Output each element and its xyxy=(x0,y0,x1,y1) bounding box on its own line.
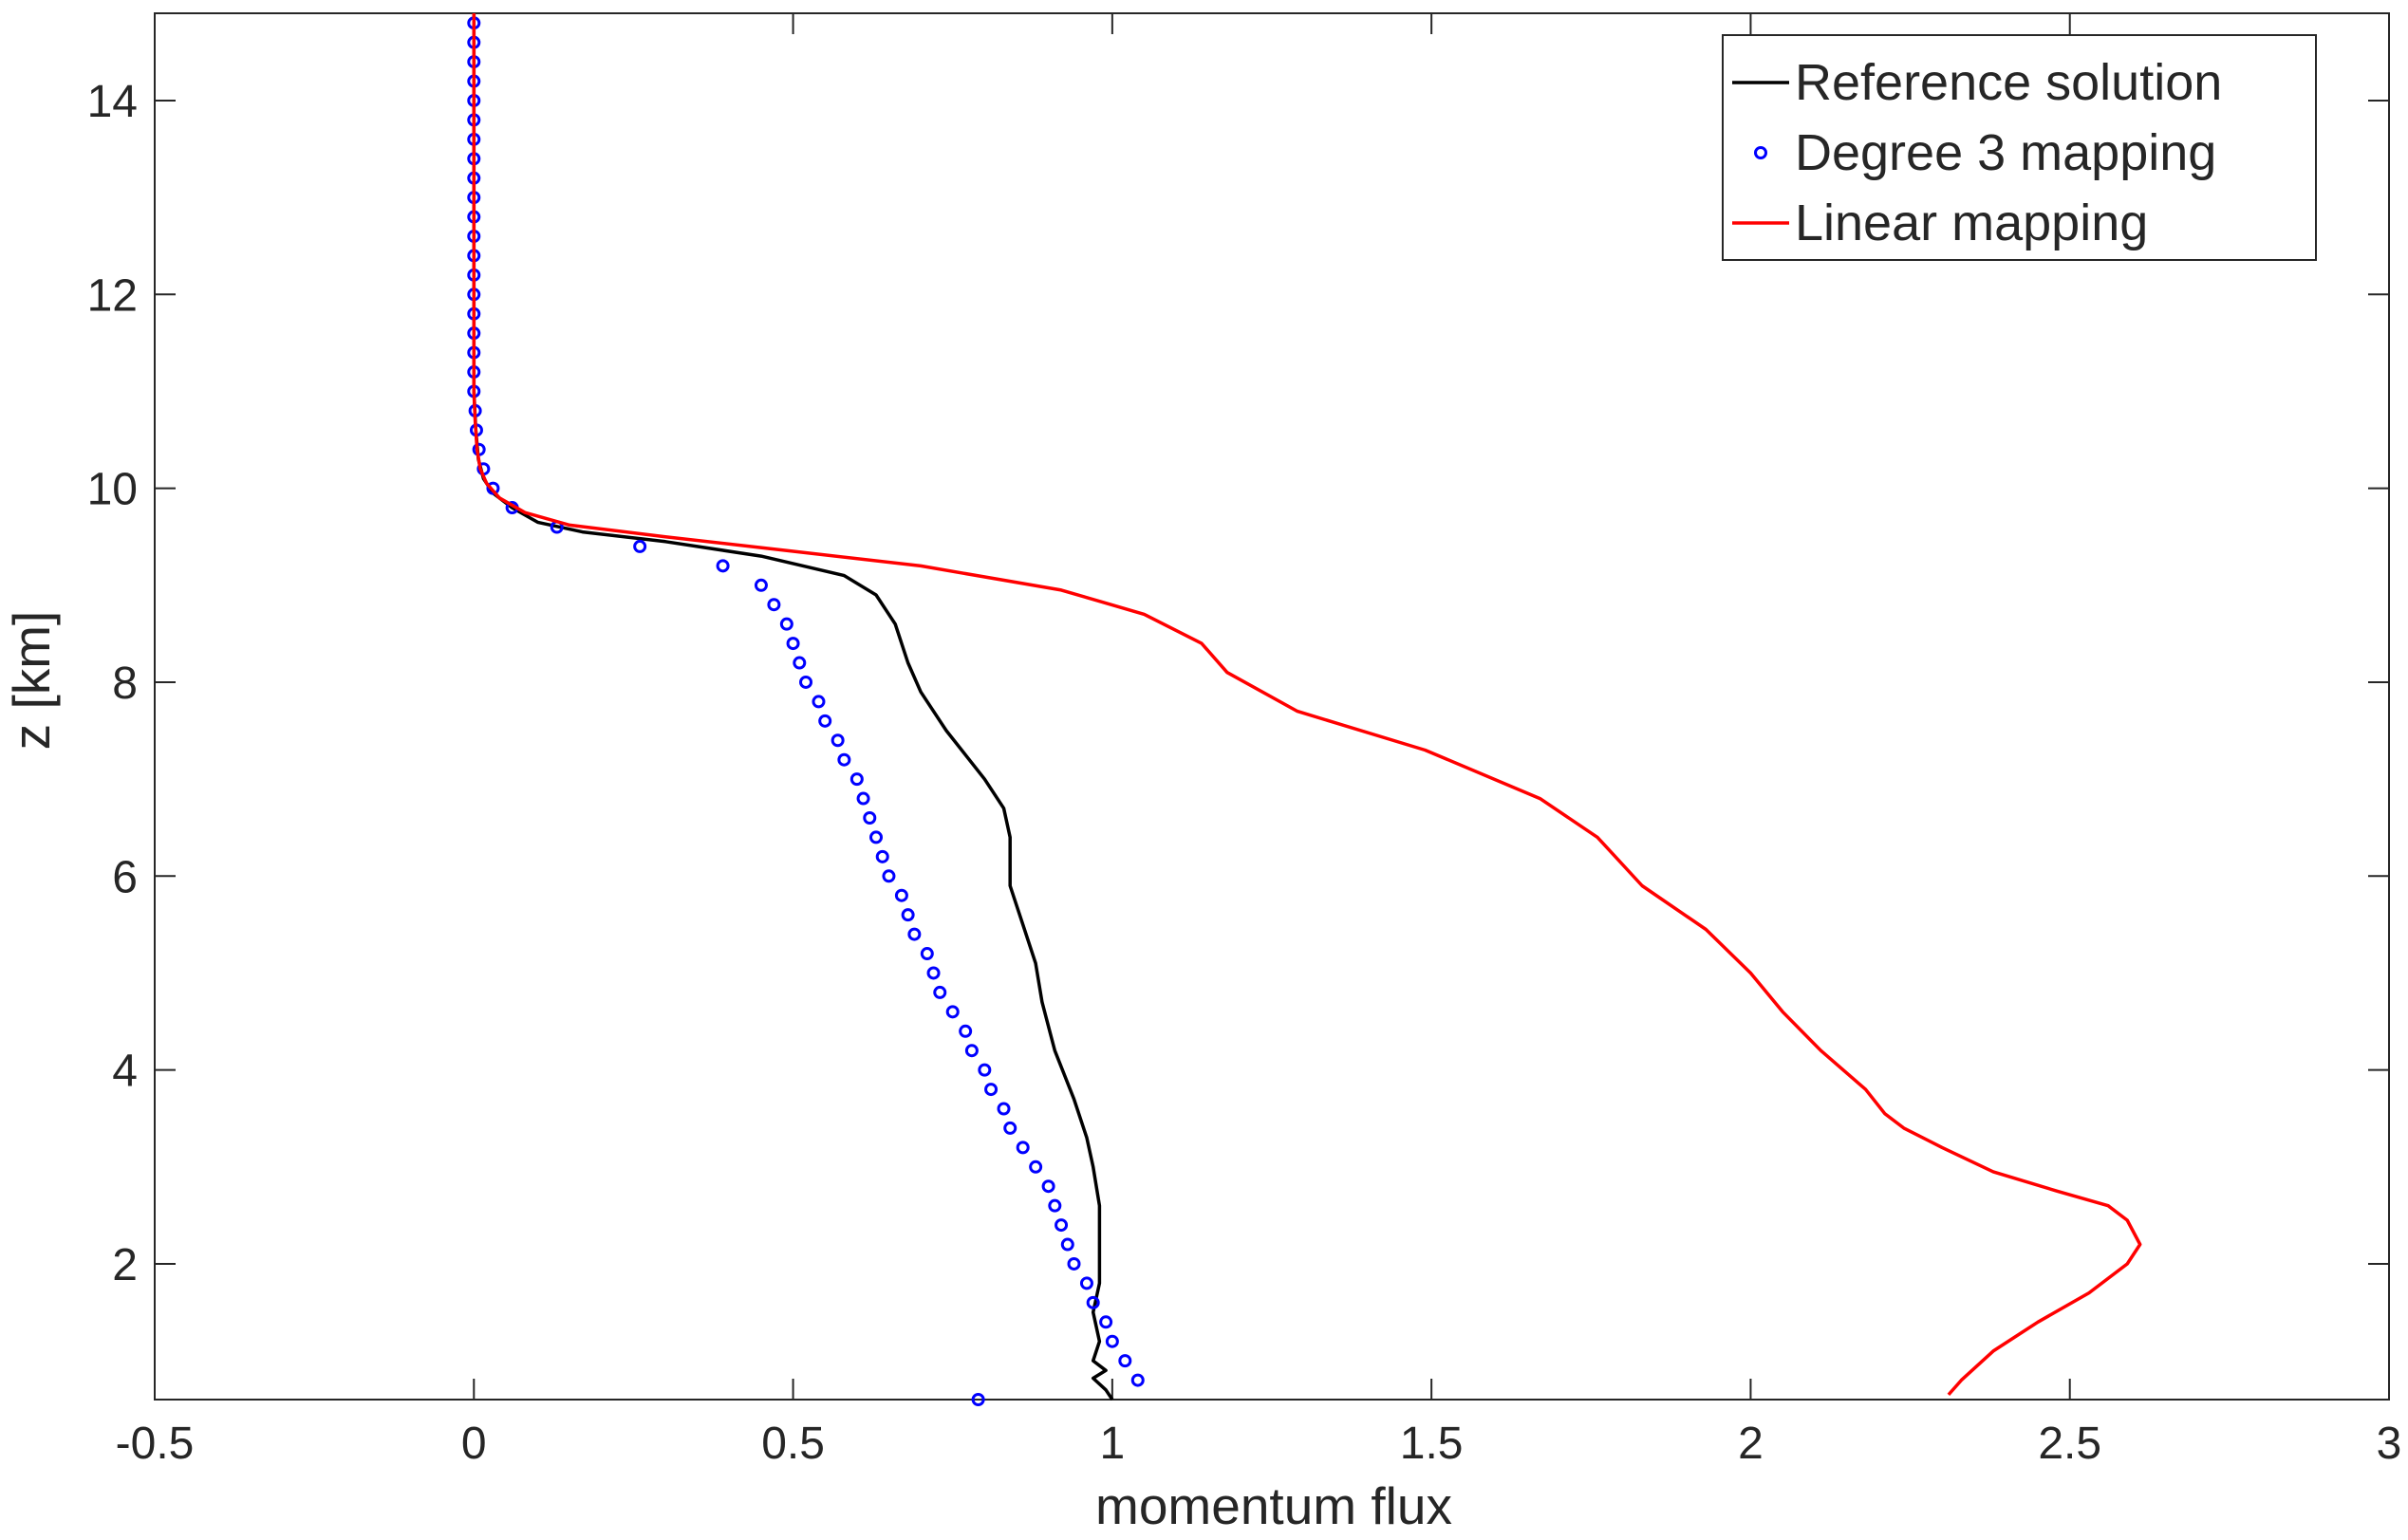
degree-3-mapping-marker xyxy=(894,888,908,902)
degree-3-mapping-marker xyxy=(1041,1179,1055,1194)
x-tick-label: 2 xyxy=(1738,1419,1764,1469)
degree-3-mapping-marker xyxy=(1060,1237,1074,1252)
degree-3-mapping-marker xyxy=(1130,1373,1145,1387)
legend-swatch-degree-3-mapping xyxy=(1754,146,1767,159)
degree-3-mapping-marker xyxy=(716,559,730,573)
degree-3-mapping-marker xyxy=(1016,1141,1030,1155)
degree-3-mapping-marker xyxy=(971,1393,985,1406)
degree-3-mapping-marker xyxy=(1029,1160,1043,1174)
degree-3-mapping-marker xyxy=(1099,1315,1113,1329)
degree-3-mapping-marker xyxy=(849,772,864,787)
x-tick-label: 0.5 xyxy=(761,1419,825,1469)
plot-area-frame xyxy=(154,12,2390,1401)
y-axis-label: z [km] xyxy=(2,611,61,751)
degree-3-mapping-marker xyxy=(933,985,947,999)
x-axis-label: momentum flux xyxy=(1095,1476,1452,1535)
degree-3-mapping-marker xyxy=(1003,1121,1017,1135)
x-tick-label: 1.5 xyxy=(1400,1419,1464,1469)
degree-3-mapping-marker xyxy=(1055,1218,1069,1233)
degree-3-mapping-marker xyxy=(920,947,934,961)
degree-3-mapping-marker xyxy=(882,869,896,883)
degree-3-mapping-marker xyxy=(869,830,884,844)
x-tick-label: 1 xyxy=(1100,1419,1126,1469)
degree-3-mapping-marker xyxy=(633,539,647,553)
degree-3-mapping-marker xyxy=(997,1102,1011,1116)
degree-3-mapping-marker xyxy=(863,810,877,825)
degree-3-mapping-marker xyxy=(812,695,826,709)
degree-3-mapping-marker xyxy=(767,598,781,612)
legend: Reference solution Degree 3 mapping Linear… xyxy=(1722,34,2317,261)
degree-3-mapping-marker xyxy=(1079,1276,1093,1290)
legend-label-linear-mapping: Linear mapping xyxy=(1795,195,2148,251)
legend-label-degree-3-mapping: Degree 3 mapping xyxy=(1795,124,2216,181)
x-tick-label: 0 xyxy=(461,1419,487,1469)
y-tick-label: 6 xyxy=(112,852,138,902)
degree-3-mapping-marker xyxy=(1105,1334,1119,1348)
degree-3-mapping-marker xyxy=(945,1005,960,1019)
degree-3-mapping-marker xyxy=(964,1044,979,1058)
y-tick-label: 4 xyxy=(112,1047,138,1097)
x-tick-label: 3 xyxy=(2377,1419,2402,1469)
linear-mapping-line xyxy=(472,13,2142,1397)
degree-3-mapping-marker xyxy=(1086,1295,1100,1309)
degree-3-mapping-marker xyxy=(856,791,870,806)
degree-3-mapping-marker xyxy=(959,1024,973,1038)
degree-3-mapping-marker xyxy=(799,675,813,689)
degree-3-mapping-marker xyxy=(486,481,500,495)
y-tick-label: 10 xyxy=(87,465,138,515)
degree-3-mapping-marker xyxy=(984,1083,999,1097)
y-tick-label: 14 xyxy=(87,77,138,127)
degree-3-mapping-marker xyxy=(786,637,800,651)
degree-3-mapping-marker xyxy=(754,578,768,592)
degree-3-mapping-marker xyxy=(779,617,793,631)
degree-3-mapping-marker xyxy=(1048,1198,1062,1213)
legend-box xyxy=(1722,34,2317,261)
degree-3-mapping-marker xyxy=(1118,1354,1132,1368)
x-tick-label: 2.5 xyxy=(2038,1419,2101,1469)
axes: -0.5 0 0.5 1 1.5 2 2.5 3 2 4 6 8 10 12 14 xyxy=(87,12,2402,1469)
degree-3-mapping-marker xyxy=(818,714,832,728)
degree-3-mapping-marker xyxy=(907,927,922,941)
degree-3-mapping-marker xyxy=(875,849,889,863)
y-tick-label: 8 xyxy=(112,659,138,709)
legend-label-reference-solution: Reference solution xyxy=(1795,54,2222,111)
degree-3-mapping-marker xyxy=(1067,1256,1081,1271)
degree-3-mapping-marker xyxy=(926,966,941,980)
y-tick-label: 12 xyxy=(87,270,138,321)
degree-3-mapping-marker xyxy=(793,656,807,670)
x-tick-label: -0.5 xyxy=(116,1419,195,1469)
degree-3-mapping-marker xyxy=(901,908,915,922)
degree-3-mapping-marker xyxy=(837,752,851,767)
plot-series xyxy=(467,13,2142,1406)
degree-3-mapping-marker xyxy=(831,733,845,748)
degree-3-mapping-marker xyxy=(978,1063,992,1077)
y-tick-label: 2 xyxy=(112,1240,138,1290)
